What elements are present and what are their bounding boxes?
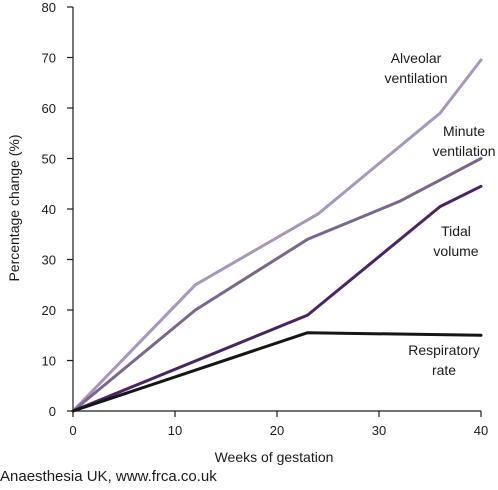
y-tick-label: 10 bbox=[42, 354, 56, 369]
series-line-minute-ventilation bbox=[71, 157, 483, 413]
x-tick-label: 20 bbox=[270, 423, 284, 438]
series-labels: Alveolar ventilation Minute ventilation Tida… bbox=[384, 50, 495, 378]
x-axis-title: Weeks of gestation bbox=[215, 449, 334, 465]
series-line-alveolar-ventilation bbox=[71, 58, 483, 413]
y-tick-label: 60 bbox=[42, 101, 56, 116]
series-lines bbox=[71, 58, 483, 413]
y-tick-label: 50 bbox=[42, 152, 56, 167]
series-line-respiratory-rate bbox=[71, 331, 483, 413]
y-tick-label: 40 bbox=[42, 202, 56, 217]
source-credit: Anaesthesia UK, www.frca.co.uk bbox=[0, 468, 217, 485]
series-label-respiratory-rate: Respiratory rate bbox=[408, 342, 480, 378]
y-tick-label: 70 bbox=[42, 51, 56, 66]
axes: 0 10 20 30 40 50 60 70 80 0 10 20 30 40 bbox=[42, 0, 489, 438]
x-tick-label: 30 bbox=[372, 423, 386, 438]
y-tick-label: 0 bbox=[49, 404, 56, 419]
series-label-tidal-volume: Tidal volume bbox=[433, 223, 478, 259]
x-tick-label: 10 bbox=[168, 423, 182, 438]
series-label-alveolar-ventilation: Alveolar ventilation bbox=[384, 50, 447, 86]
x-tick-label: 40 bbox=[474, 423, 488, 438]
x-tick-label: 0 bbox=[69, 423, 76, 438]
series-line-tidal-volume bbox=[71, 184, 483, 413]
y-tick-label: 80 bbox=[42, 0, 56, 15]
series-label-minute-ventilation: Minute ventilation bbox=[432, 123, 495, 159]
y-axis-title: Percentage change (%) bbox=[6, 134, 22, 281]
y-tick-label: 20 bbox=[42, 303, 56, 318]
line-chart: 0 10 20 30 40 50 60 70 80 0 10 20 30 40 Alveolar venti… bbox=[6, 0, 496, 465]
y-tick-label: 30 bbox=[42, 253, 56, 268]
